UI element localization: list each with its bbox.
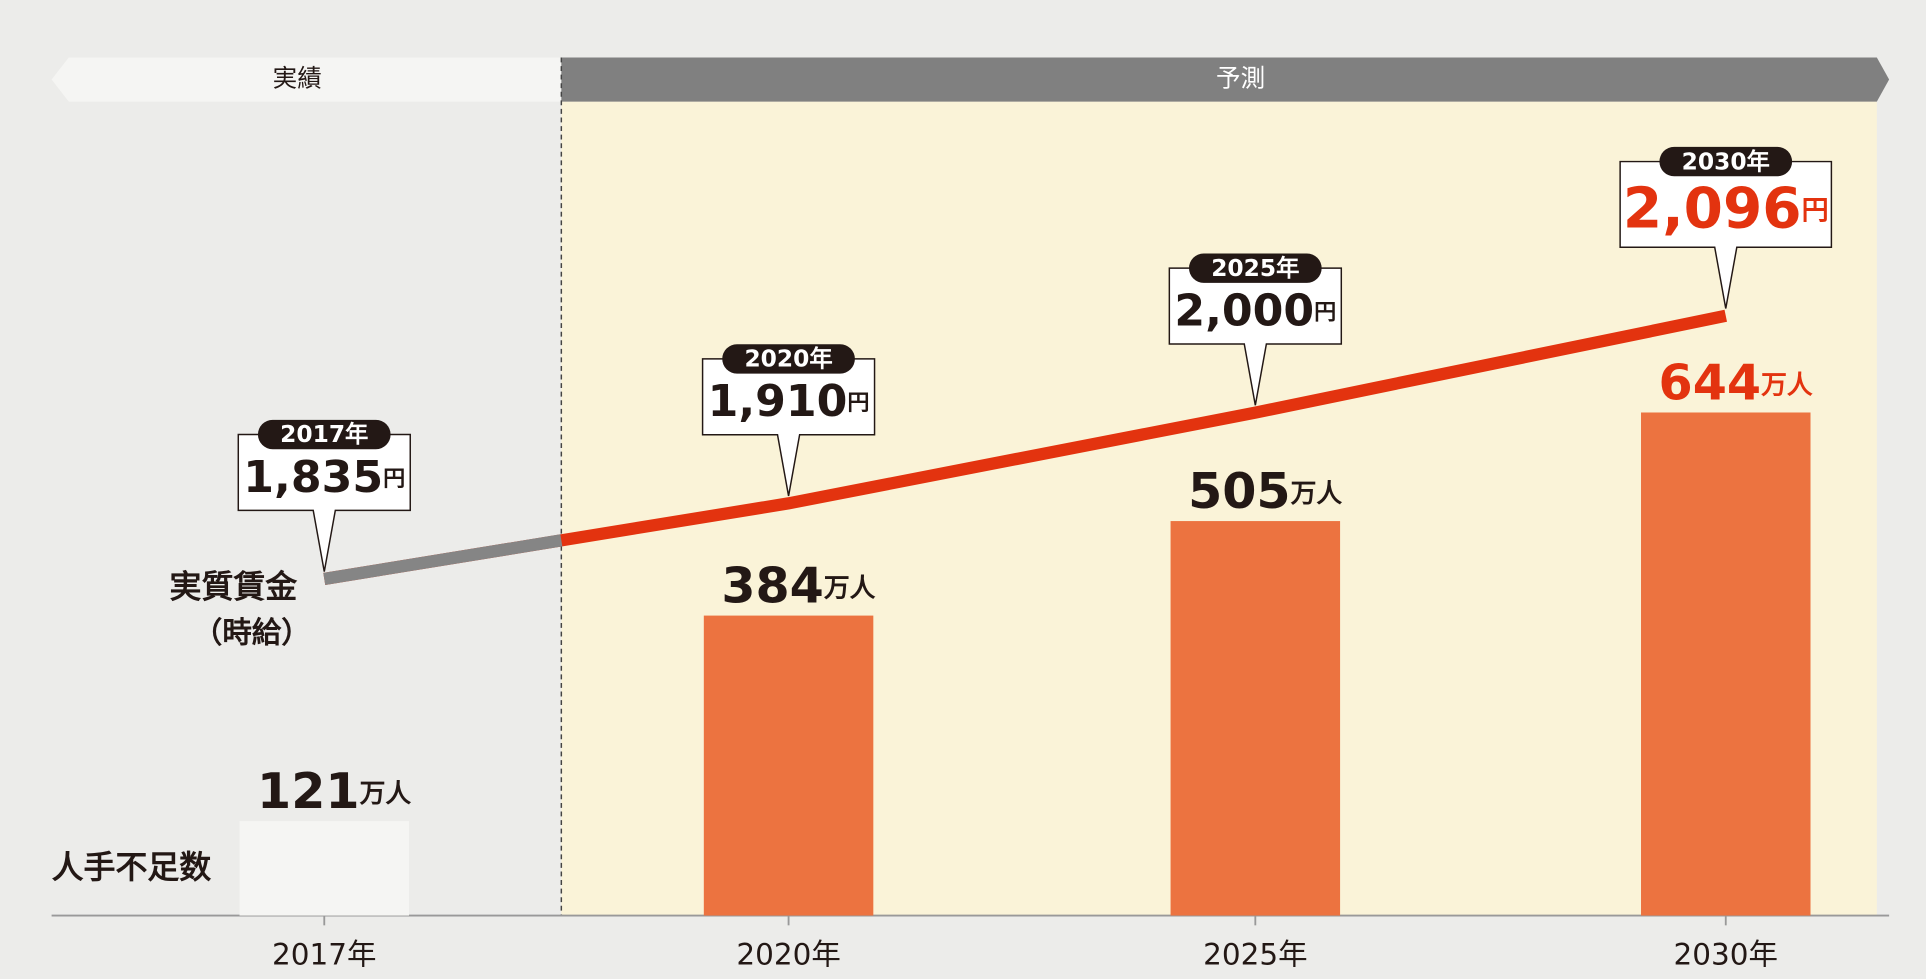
line-value-label: 2,000円 [1174, 285, 1336, 336]
callout-year: 2030年 [1682, 148, 1770, 175]
x-tick-label: 2017年 [272, 937, 376, 971]
bar-value: 384 [721, 556, 824, 614]
bar-value-label: 505万人 [1188, 462, 1342, 520]
forecast-label: 予測 [1216, 64, 1265, 93]
line-unit: 円 [847, 391, 869, 416]
line-value: 1,910 [708, 376, 848, 427]
callout-box [237, 433, 411, 572]
bar-value-label: 644万人 [1659, 353, 1813, 411]
bar-value: 505 [1188, 462, 1291, 520]
line-actual-part [323, 534, 563, 585]
line-series-note: （時給） [193, 616, 311, 650]
bar-unit: 万人 [1761, 370, 1813, 400]
bar [1170, 521, 1341, 916]
line-unit: 円 [1314, 300, 1336, 325]
bar-value: 121 [257, 762, 360, 820]
x-tick-label: 2020年 [736, 937, 840, 971]
actual-label: 実績 [273, 64, 322, 93]
bar-unit: 万人 [360, 779, 412, 809]
callout-year: 2025年 [1211, 255, 1299, 282]
callout-pill [722, 344, 855, 374]
bar-unit: 万人 [1291, 479, 1343, 509]
x-tick-label: 2030年 [1674, 937, 1778, 971]
callout-pill [1188, 253, 1322, 283]
bar [239, 821, 410, 916]
x-tick-label: 2025年 [1203, 937, 1307, 971]
callout-box [701, 358, 876, 497]
bar [1641, 412, 1811, 916]
line-value: 1,835 [243, 452, 383, 503]
bar [703, 615, 874, 916]
callout-box [1619, 160, 1833, 309]
line-unit: 円 [1802, 195, 1829, 226]
line-series-label: 実質賃金 [170, 568, 298, 606]
line-unit: 円 [383, 467, 405, 492]
line-value-label: 2,096円 [1623, 176, 1829, 241]
forecast-band [561, 57, 1890, 102]
actual-band [51, 57, 562, 102]
bar-value-label: 384万人 [721, 556, 875, 614]
callout-pill [257, 419, 391, 450]
callout-pill [1659, 146, 1793, 177]
line-value: 2,000 [1174, 285, 1314, 336]
line-value-label: 1,910円 [708, 376, 870, 427]
bar-series-label: 人手不足数 [52, 848, 212, 886]
callout-year: 2017年 [280, 421, 368, 448]
bar-value: 644 [1659, 353, 1762, 411]
bar-unit: 万人 [824, 573, 876, 603]
line-value-label: 1,835円 [243, 452, 405, 503]
callout-box [1168, 267, 1343, 406]
line-value: 2,096 [1623, 176, 1802, 241]
bar-value-label: 121万人 [257, 762, 411, 820]
callout-year: 2020年 [744, 346, 832, 373]
